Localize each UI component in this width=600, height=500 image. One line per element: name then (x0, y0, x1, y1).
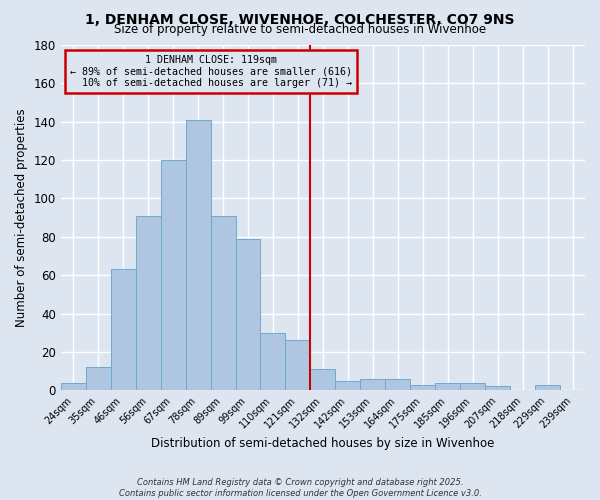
Bar (335, 380, 361, 390)
Text: Contains HM Land Registry data © Crown copyright and database right 2025.
Contai: Contains HM Land Registry data © Crown c… (119, 478, 481, 498)
Bar (86, 368, 111, 390)
Bar (185, 120, 211, 390)
Bar (211, 216, 236, 390)
Bar (410, 384, 435, 390)
Bar (61, 382, 86, 390)
Bar (485, 386, 510, 390)
Text: 1 DENHAM CLOSE: 119sqm
← 89% of semi-detached houses are smaller (616)
  10% of : 1 DENHAM CLOSE: 119sqm ← 89% of semi-det… (70, 54, 352, 88)
Text: Size of property relative to semi-detached houses in Wivenhoe: Size of property relative to semi-detach… (114, 22, 486, 36)
Bar (111, 270, 136, 390)
Bar (236, 238, 260, 390)
Bar (161, 160, 185, 390)
Bar (286, 340, 310, 390)
Bar (385, 379, 410, 390)
X-axis label: Distribution of semi-detached houses by size in Wivenhoe: Distribution of semi-detached houses by … (151, 437, 494, 450)
Bar (535, 384, 560, 390)
Text: 1, DENHAM CLOSE, WIVENHOE, COLCHESTER, CO7 9NS: 1, DENHAM CLOSE, WIVENHOE, COLCHESTER, C… (85, 12, 515, 26)
Bar (460, 382, 485, 390)
Bar (310, 369, 335, 390)
Bar (361, 379, 385, 390)
Bar (435, 382, 460, 390)
Bar (260, 332, 286, 390)
Y-axis label: Number of semi-detached properties: Number of semi-detached properties (15, 108, 28, 327)
Bar (136, 216, 161, 390)
